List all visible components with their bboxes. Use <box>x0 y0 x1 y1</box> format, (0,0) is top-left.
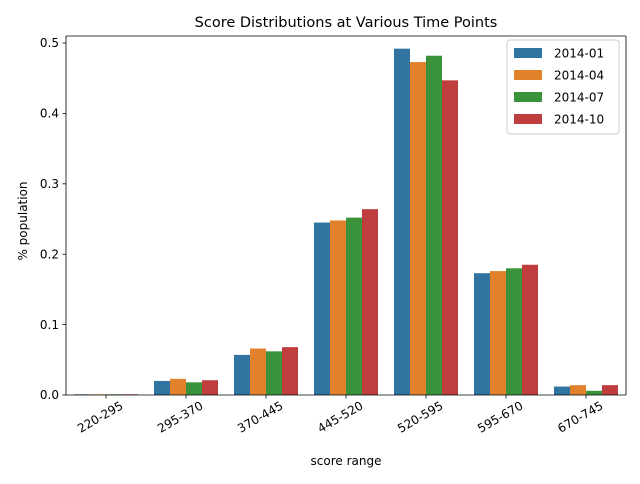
y-tick-label: 0.3 <box>40 177 59 191</box>
bar-2014-04-370-445 <box>250 348 266 395</box>
bar-2014-04-670-745 <box>570 385 586 395</box>
bar-2014-01-670-745 <box>554 386 570 395</box>
bar-2014-07-520-595 <box>426 55 442 396</box>
bar-2014-10-595-670 <box>522 264 538 395</box>
x-tick-label: 220-295 <box>75 398 125 435</box>
bar-2014-10-670-745 <box>602 385 618 395</box>
bar-2014-07-670-745 <box>586 390 602 395</box>
x-tick-label: 520-595 <box>395 398 445 435</box>
legend-swatch-2014-07 <box>514 92 542 102</box>
legend-frame <box>506 39 620 135</box>
y-tick-label: 0.4 <box>40 107 59 121</box>
bar-2014-04-520-595 <box>410 62 426 396</box>
x-tick-label: 445-520 <box>315 398 365 435</box>
bar-2014-01-595-670 <box>474 273 490 395</box>
y-axis-label: % population <box>16 181 30 260</box>
legend: 2014-01 2014-04 2014-07 2014-10 <box>506 39 620 135</box>
bar-2014-04-445-520 <box>330 220 346 395</box>
y-tick-label: 0.1 <box>40 318 59 332</box>
x-axis-label: score range <box>311 454 382 468</box>
bar-2014-10-295-370 <box>202 380 218 395</box>
bar-2014-10-370-445 <box>282 347 298 395</box>
x-tick-label: 670-745 <box>555 398 605 435</box>
bars-layer <box>74 48 618 396</box>
bar-2014-01-520-595 <box>394 48 410 396</box>
y-tick-label: 0.5 <box>40 36 59 50</box>
legend-label: 2014-10 <box>554 113 604 127</box>
bar-2014-01-370-445 <box>234 354 250 395</box>
x-tick-label: 370-445 <box>235 398 285 435</box>
bar-2014-07-295-370 <box>186 382 202 395</box>
x-tick-label: 295-370 <box>155 398 205 435</box>
legend-label: 2014-04 <box>554 69 604 83</box>
legend-swatch-2014-10 <box>514 114 542 124</box>
legend-swatch-2014-04 <box>514 70 542 80</box>
bar-2014-07-595-670 <box>506 268 522 395</box>
legend-swatch-2014-01 <box>514 48 542 58</box>
legend-label: 2014-07 <box>554 91 604 105</box>
y-tick-label: 0.2 <box>40 247 59 261</box>
chart-title: Score Distributions at Various Time Poin… <box>195 15 498 31</box>
bar-2014-04-595-670 <box>490 271 506 395</box>
legend-label: 2014-01 <box>554 47 604 61</box>
bar-2014-10-520-595 <box>442 80 458 395</box>
bar-2014-07-445-520 <box>346 217 362 395</box>
y-tick-label: 0.0 <box>40 388 59 402</box>
x-tick-label: 595-670 <box>475 398 525 435</box>
bar-2014-01-295-370 <box>154 380 170 395</box>
bar-2014-04-295-370 <box>170 378 186 395</box>
bar-2014-10-445-520 <box>362 209 378 395</box>
bar-2014-01-445-520 <box>314 222 330 395</box>
bar-2014-07-370-445 <box>266 351 282 395</box>
